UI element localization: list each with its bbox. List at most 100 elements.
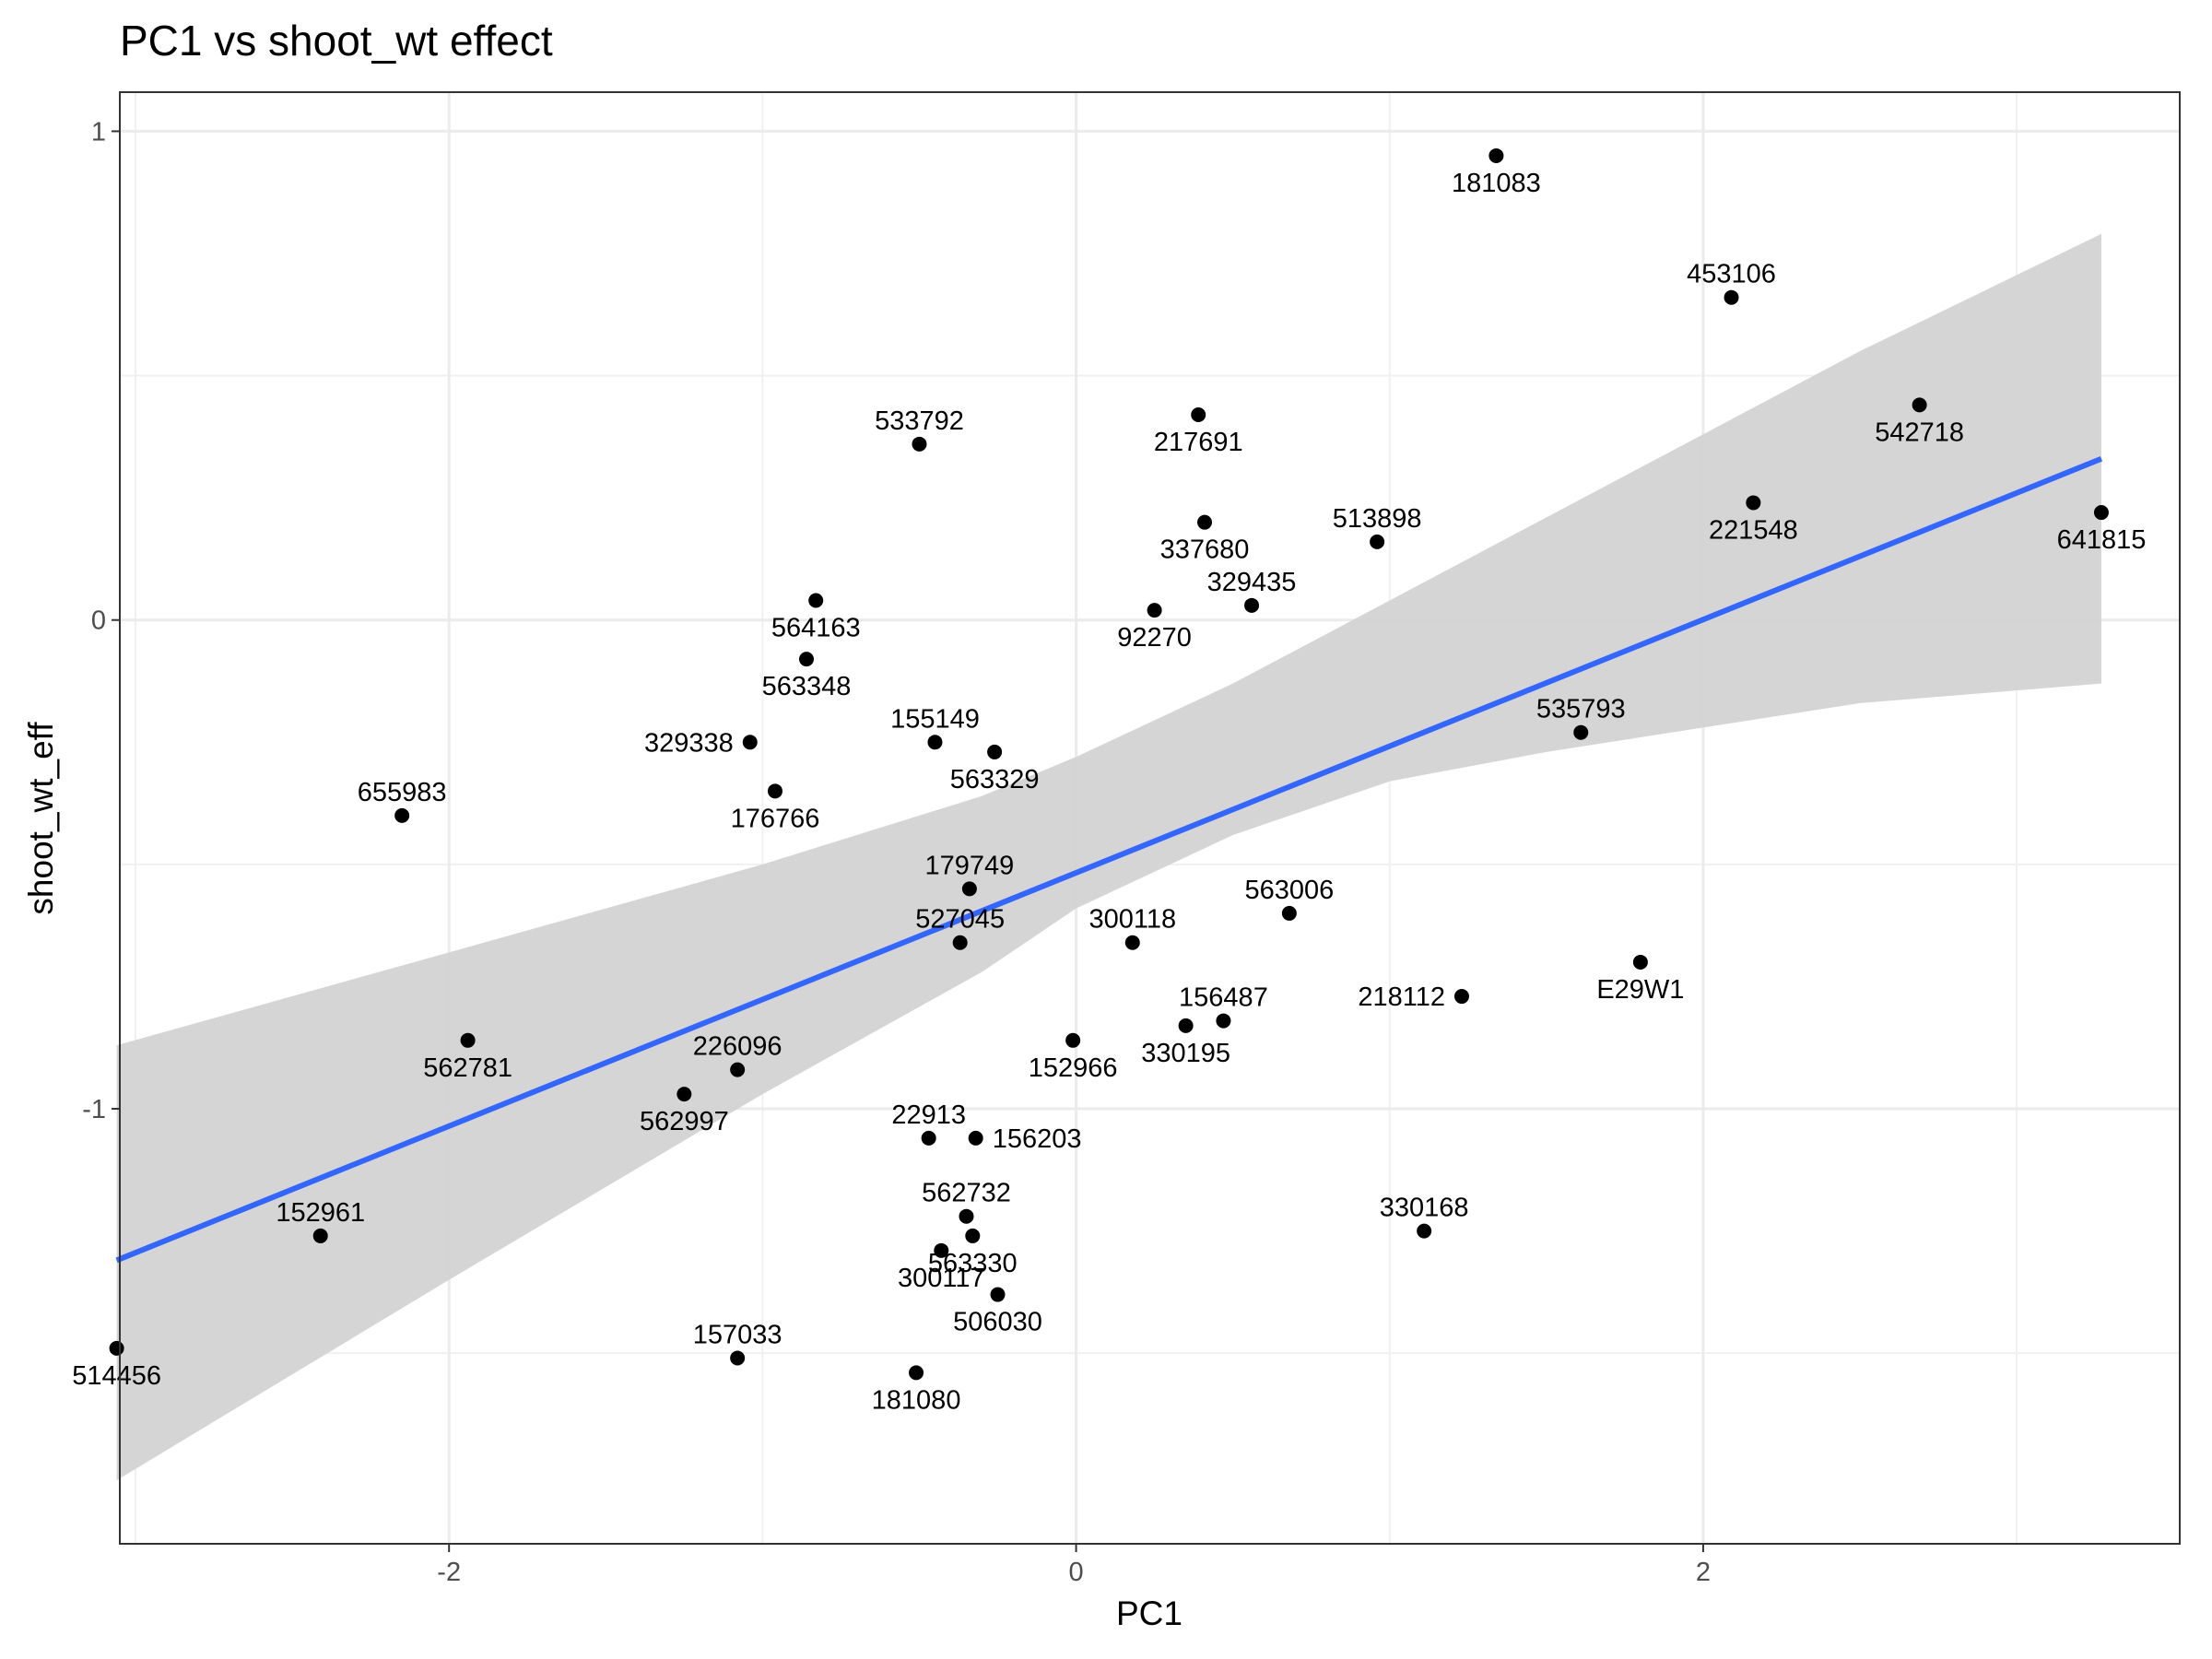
data-point — [1197, 514, 1213, 530]
point-label: 218112 — [1358, 982, 1445, 1012]
point-label: 330168 — [1380, 1194, 1469, 1223]
point-label: 217691 — [1154, 428, 1243, 457]
data-point — [109, 1340, 124, 1356]
point-label: E29W1 — [1596, 975, 1684, 1005]
data-point — [1453, 989, 1469, 1005]
data-point — [742, 735, 758, 750]
y-axis-title: shoot_wt_eff — [22, 722, 60, 915]
y-tick-label: 1 — [91, 117, 106, 147]
point-label: 179749 — [925, 851, 1015, 880]
point-label: 527045 — [915, 905, 1005, 935]
point-label: 152961 — [276, 1198, 365, 1228]
data-point — [394, 807, 410, 823]
data-point — [808, 593, 824, 608]
point-labels-layer: 181083 453106 542718 533792 217691 221548 6418… — [72, 169, 2146, 1415]
data-point — [312, 1228, 328, 1243]
data-point — [1573, 724, 1589, 740]
point-label: 92270 — [1117, 623, 1192, 653]
point-label: 562997 — [640, 1107, 729, 1136]
point-label: 156203 — [993, 1124, 1082, 1154]
data-point — [460, 1032, 476, 1048]
point-label: 330195 — [1141, 1039, 1230, 1068]
data-point — [952, 935, 968, 950]
data-point — [1912, 397, 1927, 413]
y-axis-ticks: -1 0 1 — [82, 117, 120, 1124]
point-label: 300117 — [898, 1264, 985, 1293]
data-point — [927, 735, 943, 750]
point-label: 226096 — [693, 1032, 782, 1062]
plot-border — [119, 91, 2181, 1545]
point-label: 329338 — [644, 728, 734, 758]
data-point — [1178, 1018, 1194, 1033]
data-point — [1124, 935, 1140, 950]
point-label: 564163 — [771, 614, 861, 643]
point-label: 514456 — [72, 1361, 161, 1391]
data-point — [909, 1365, 924, 1381]
point-label: 562781 — [423, 1053, 512, 1083]
data-point — [990, 1287, 1006, 1302]
point-label: 337680 — [1160, 535, 1250, 565]
data-point — [934, 1242, 949, 1258]
data-point — [1065, 1032, 1081, 1048]
point-label: 563329 — [950, 765, 1040, 794]
point-label: 535793 — [1536, 695, 1626, 724]
chart-title: PC1 vs shoot_wt effect — [120, 17, 553, 65]
point-label: 533792 — [875, 406, 964, 436]
point-label: 221548 — [1709, 515, 1798, 545]
x-axis-ticks: -2 0 2 — [437, 1544, 1711, 1587]
point-label: 22913 — [891, 1100, 966, 1130]
data-point — [968, 1130, 983, 1146]
point-label: 176766 — [731, 804, 820, 833]
data-point — [730, 1062, 746, 1077]
point-label: 562732 — [922, 1179, 1011, 1208]
x-axis-title: PC1 — [1116, 1594, 1182, 1632]
data-point — [959, 1208, 974, 1224]
point-label: 641815 — [2057, 525, 2147, 555]
x-tick-label: 2 — [1696, 1558, 1711, 1587]
point-label: 563006 — [1244, 876, 1334, 905]
data-point — [2093, 505, 2109, 521]
data-point — [767, 783, 782, 799]
point-label: 300118 — [1088, 905, 1176, 935]
trend-line — [115, 455, 2103, 1264]
y-tick-label: 0 — [91, 606, 106, 636]
data-point — [1191, 407, 1206, 422]
point-label: 152966 — [1029, 1053, 1118, 1083]
data-point — [677, 1087, 692, 1102]
data-point — [961, 881, 977, 897]
data-point — [1488, 147, 1504, 163]
point-label: 453106 — [1687, 260, 1776, 289]
data-point — [730, 1350, 746, 1366]
data-point — [1216, 1013, 1231, 1029]
data-point — [987, 744, 1003, 759]
point-label: 506030 — [953, 1308, 1042, 1337]
y-tick-label: -1 — [82, 1095, 106, 1124]
point-label: 155149 — [890, 704, 980, 734]
data-point — [921, 1130, 936, 1146]
point-label: 329435 — [1207, 568, 1297, 597]
point-label: 181080 — [872, 1385, 961, 1415]
point-label: 513898 — [1333, 504, 1422, 534]
point-label: 157033 — [693, 1320, 782, 1349]
point-label: 542718 — [1875, 418, 1964, 447]
data-point — [799, 652, 814, 667]
x-tick-label: -2 — [437, 1558, 461, 1587]
data-point — [912, 436, 927, 452]
points-layer — [109, 147, 2109, 1381]
point-label: 563348 — [762, 672, 852, 701]
trend-line-layer — [115, 455, 2103, 1264]
data-point — [1147, 603, 1162, 618]
data-point — [965, 1228, 981, 1243]
point-label: 563330 — [928, 1249, 1018, 1278]
point-label: 655983 — [358, 778, 447, 807]
point-label: 181083 — [1452, 169, 1541, 198]
data-point — [1746, 495, 1761, 511]
data-point — [1281, 905, 1297, 921]
data-point — [1724, 289, 1739, 305]
data-point — [1244, 597, 1260, 613]
x-tick-label: 0 — [1068, 1558, 1083, 1587]
point-label: 156487 — [1179, 983, 1268, 1013]
data-point — [1632, 954, 1648, 970]
